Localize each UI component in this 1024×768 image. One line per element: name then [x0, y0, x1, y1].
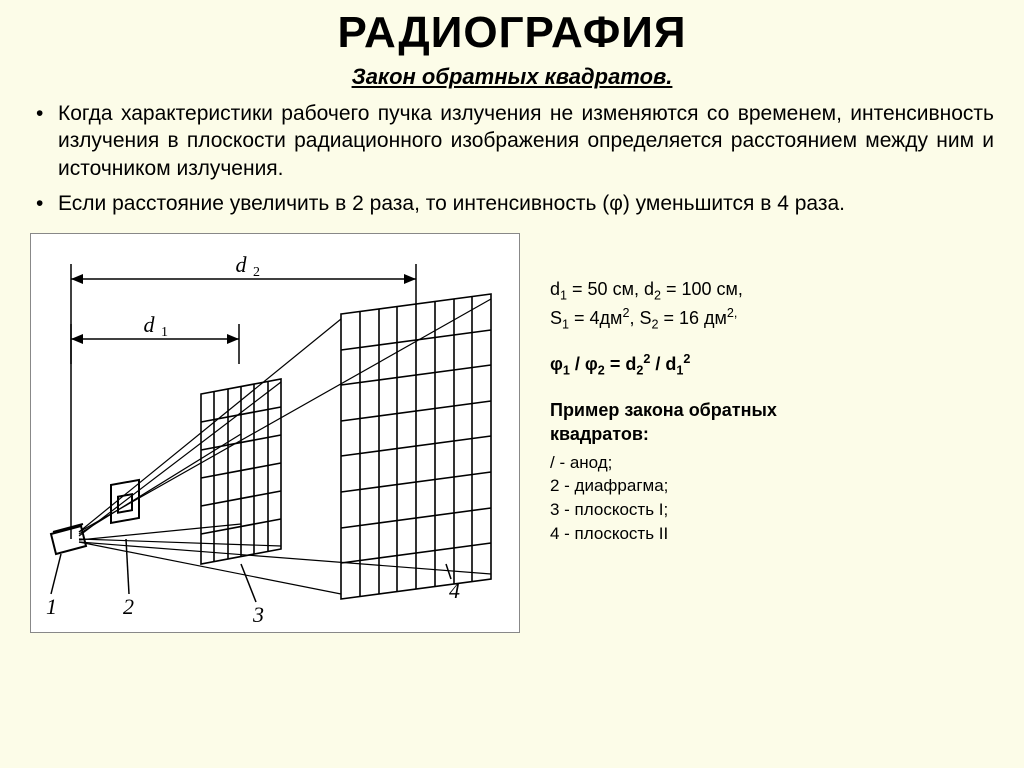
example-title: Пример закона обратныхквадратов: [550, 398, 777, 447]
side-panel: d1 = 50 см, d2 = 100 см,S1 = 4дм2, S2 = … [550, 227, 777, 633]
plane-2-grid [341, 294, 491, 599]
beam-rays [79, 299, 491, 594]
label-4: 4 [449, 578, 460, 603]
page-title: РАДИОГРАФИЯ [30, 8, 994, 58]
legend-item: 2 - диафрагма; [550, 474, 777, 498]
d1-label: d [144, 312, 156, 337]
bullet-2: Если расстояние увеличить в 2 раза, то и… [30, 190, 994, 217]
subtitle: Закон обратных квадратов. [30, 64, 994, 90]
legend-item: 3 - плоскость I; [550, 498, 777, 522]
svg-text:1: 1 [161, 325, 168, 340]
bullet-1: Когда характеристики рабочего пучка излу… [30, 100, 994, 182]
label-3: 3 [252, 602, 264, 627]
values-text: d1 = 50 см, d2 = 100 см,S1 = 4дм2, S2 = … [550, 277, 777, 333]
legend-item: 4 - плоскость II [550, 522, 777, 546]
label-2: 2 [123, 594, 134, 619]
plane-1-grid [201, 379, 281, 564]
d2-label: d [236, 252, 248, 277]
legend-list: / - анод; 2 - диафрагма; 3 - плоскость I… [550, 451, 777, 546]
svg-text:2: 2 [253, 265, 260, 280]
label-1: 1 [46, 594, 57, 619]
formula-text: φ1 / φ2 = d22 / d12 [550, 351, 777, 380]
content-row: d 2 d 1 1 [30, 227, 994, 633]
inverse-square-diagram: d 2 d 1 1 [30, 233, 520, 633]
legend-item: / - анод; [550, 451, 777, 475]
